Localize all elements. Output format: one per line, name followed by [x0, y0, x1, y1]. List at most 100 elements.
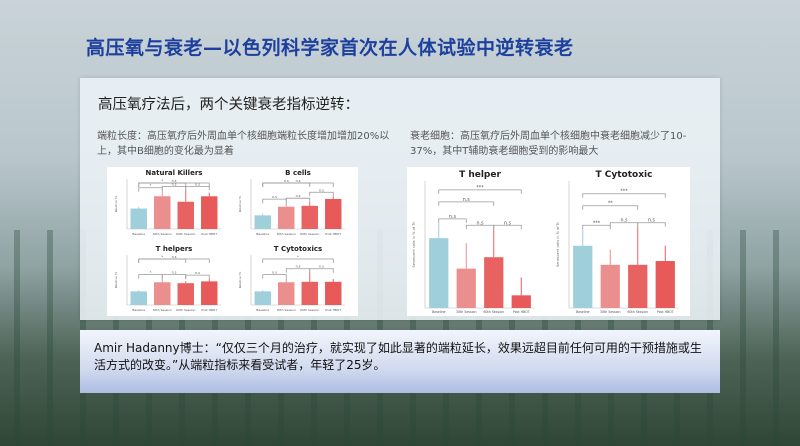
significance-bracket	[185, 274, 210, 280]
bar-post-hbot	[325, 281, 342, 305]
telomere-charts: Natural Killers Relative TL Baseline 30th S…	[114, 169, 345, 312]
chart-natural-killers: Natural Killers Relative TL Baseline 30th S…	[114, 169, 221, 236]
x-tick-label: 60th Session	[483, 310, 504, 314]
significance-bracket	[161, 274, 187, 279]
x-tick-label: 30th Session	[600, 310, 621, 314]
bar-30th-session	[278, 206, 295, 229]
significance-bracket	[138, 258, 187, 263]
x-tick-label: 30th Session	[153, 308, 172, 312]
chart-b-cells: B cells Relative TL Baseline 30th Session 60…	[238, 169, 345, 236]
significance-label: n.s	[172, 255, 177, 259]
bar-baseline	[573, 245, 593, 308]
x-tick-label: Post HBOT	[201, 232, 217, 236]
significance-label: n.s	[172, 182, 177, 186]
bar-30th-session	[600, 264, 620, 308]
significance-bracket	[309, 191, 334, 197]
bar-post-hbot	[201, 196, 218, 229]
senescence-charts: T helper Senescent cells in % of Th Baseli…	[412, 170, 679, 314]
y-axis-label: Relative TL	[238, 271, 242, 288]
chart-title: T helper	[459, 170, 501, 180]
bar-baseline	[254, 215, 271, 229]
x-tick-label: Post HBOT	[201, 308, 217, 312]
x-tick-label: Post HBOT	[325, 232, 341, 236]
significance-bracket	[262, 182, 334, 187]
bar-post-hbot	[511, 295, 531, 308]
significance-label: n.s	[648, 219, 656, 224]
y-axis-label: Relative TL	[238, 195, 242, 212]
panel-heading: 高压氧疗法后，两个关键衰老指标逆转：	[98, 97, 359, 113]
significance-label: n.s	[504, 221, 512, 226]
significance-bracket	[262, 258, 334, 263]
bar-baseline	[254, 291, 271, 305]
significance-label: n.s	[296, 179, 301, 183]
significance-bracket	[185, 185, 210, 191]
significance-bracket	[637, 222, 666, 227]
significance-label: *	[150, 271, 152, 275]
significance-label: n.s	[620, 219, 628, 224]
chart-title: Natural Killers	[146, 169, 203, 177]
chart-title: B cells	[285, 169, 311, 177]
significance-bracket	[138, 182, 210, 187]
x-tick-label: Baseline	[132, 308, 145, 312]
chart-title: T Cytotoxics	[274, 245, 322, 253]
x-tick-label: 30th Session	[456, 310, 477, 314]
senescence-figure: T helper Senescent cells in % of Th Baseli…	[407, 167, 690, 316]
significance-bracket	[285, 268, 311, 273]
y-axis-label: Relative TL	[114, 195, 118, 212]
significance-bracket	[438, 201, 495, 206]
significance-bracket	[493, 224, 522, 230]
significance-label: n.s	[172, 271, 177, 275]
x-tick-label: 60th Session	[300, 232, 319, 236]
senescent-caption: 衰老细胞：高压氧疗后外周血单个核细胞中衰老细胞减少了10-37%，其中T辅助衰老…	[410, 131, 687, 157]
x-tick-label: Baseline	[256, 308, 269, 312]
x-tick-label: Baseline	[432, 310, 446, 314]
significance-label: n.s	[449, 215, 457, 220]
bar-30th-session	[154, 196, 171, 229]
bar-post-hbot	[201, 281, 218, 305]
x-tick-label: 60th Session	[176, 232, 195, 236]
bar-60th-session	[301, 281, 318, 305]
significance-bracket	[138, 258, 210, 263]
significance-bracket	[582, 193, 666, 198]
x-tick-label: 30th Session	[277, 232, 296, 236]
bar-baseline	[429, 238, 449, 308]
significance-label: n.s	[319, 265, 324, 269]
bar-60th-session	[301, 205, 318, 229]
slide-title: 高压氧与衰老—以色列科学家首次在人体试验中逆转衰老	[86, 37, 574, 59]
x-tick-label: Post HBOT	[325, 308, 341, 312]
significance-label: n.s	[172, 179, 177, 183]
bar-post-hbot	[655, 261, 675, 308]
chart-t-helper: T helper Senescent cells in % of Th Baseli…	[412, 170, 535, 314]
x-tick-label: 60th Session	[627, 310, 648, 314]
significance-bracket	[582, 224, 611, 230]
x-tick-label: Post HBOT	[657, 310, 674, 314]
bar-60th-session	[177, 201, 194, 229]
significance-bracket	[138, 187, 163, 192]
y-axis-label: Senescent cells in % of Th	[412, 222, 416, 268]
significance-label: n.s	[476, 221, 484, 226]
significance-bracket	[438, 189, 522, 194]
significance-bracket	[285, 197, 311, 203]
x-tick-label: 30th Session	[277, 308, 296, 312]
bar-60th-session	[177, 283, 194, 305]
significance-bracket	[438, 218, 467, 223]
significance-bracket	[582, 205, 639, 210]
bar-60th-session	[484, 257, 504, 308]
significance-label: ***	[620, 189, 628, 195]
bar-30th-session	[154, 282, 171, 305]
chart-t-helpers: T helpers Relative TL Baseline 30th Session…	[114, 245, 221, 312]
x-tick-label: 30th Session	[153, 232, 172, 236]
chart-t-cytotoxics: T Cytotoxics Relative TL Baseline 30th Sess…	[238, 245, 345, 312]
significance-label: n.s	[195, 271, 200, 275]
x-tick-label: 60th Session	[300, 308, 319, 312]
significance-label: *	[150, 184, 152, 188]
x-tick-label: Baseline	[576, 310, 590, 314]
significance-label: n.s	[272, 195, 277, 199]
significance-bracket	[262, 182, 311, 187]
significance-label: ***	[476, 185, 484, 191]
significance-bracket	[138, 274, 163, 279]
significance-label: n.s	[319, 188, 324, 192]
content-panel: 高压氧疗法后，两个关键衰老指标逆转： 端粒长度：高压氧疗后外周血单个核细胞端粒长…	[80, 78, 720, 320]
bar-post-hbot	[325, 199, 342, 229]
significance-label: *	[297, 255, 299, 259]
